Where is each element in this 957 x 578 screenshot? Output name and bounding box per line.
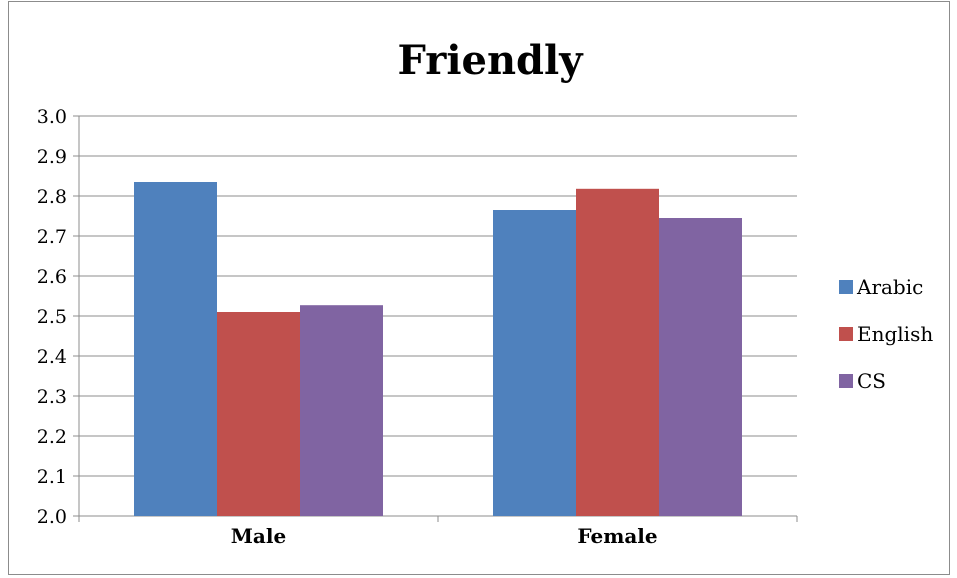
bars	[134, 182, 742, 517]
legend-label-arabic: Arabic	[856, 275, 923, 299]
y-axis: 2.0 2.1 2.2 2.3 2.4 2.5 2.6 2.7 2.8 2.9 3.0	[37, 106, 80, 528]
y-tick-label: 2.1	[37, 466, 67, 488]
legend-label-cs: CS	[857, 369, 886, 393]
x-category-label: Male	[231, 524, 286, 548]
bar-english-male	[217, 312, 300, 516]
y-tick-label: 2.2	[37, 426, 67, 448]
y-tick-label: 2.6	[37, 266, 67, 288]
bar-cs-male	[300, 305, 383, 516]
legend-label-english: English	[857, 322, 933, 346]
bar-english-female	[576, 188, 659, 517]
legend-swatch-arabic	[839, 280, 853, 294]
y-tick-label: 2.4	[37, 346, 67, 368]
legend-swatch-english	[839, 327, 853, 341]
y-tick-label: 2.5	[37, 306, 67, 328]
x-category-label: Female	[577, 524, 657, 548]
y-tick-label: 2.7	[37, 226, 67, 248]
x-axis: Male Female	[78, 516, 798, 548]
y-tick-label: 2.8	[37, 186, 67, 208]
legend: Arabic English CS	[839, 275, 933, 393]
bar-chart: Friendly 2.0 2.1 2.2 2.3 2.4 2.5 2.6 2.7 2.8 2.9 3…	[37, 37, 934, 548]
chart-frame: Friendly 2.0 2.1 2.2 2.3 2.4 2.5 2.6 2.7 2.8 2.9 3…	[8, 1, 950, 575]
y-tick-label: 2.3	[37, 386, 67, 408]
chart-title: Friendly	[398, 37, 585, 84]
y-tick-label: 2.9	[37, 146, 67, 168]
bar-arabic-male	[134, 182, 217, 516]
y-tick-label: 3.0	[37, 106, 67, 128]
legend-swatch-cs	[839, 374, 853, 388]
y-tick-label: 2.0	[37, 506, 67, 528]
bar-arabic-female	[493, 210, 576, 516]
bar-cs-female	[659, 218, 742, 516]
